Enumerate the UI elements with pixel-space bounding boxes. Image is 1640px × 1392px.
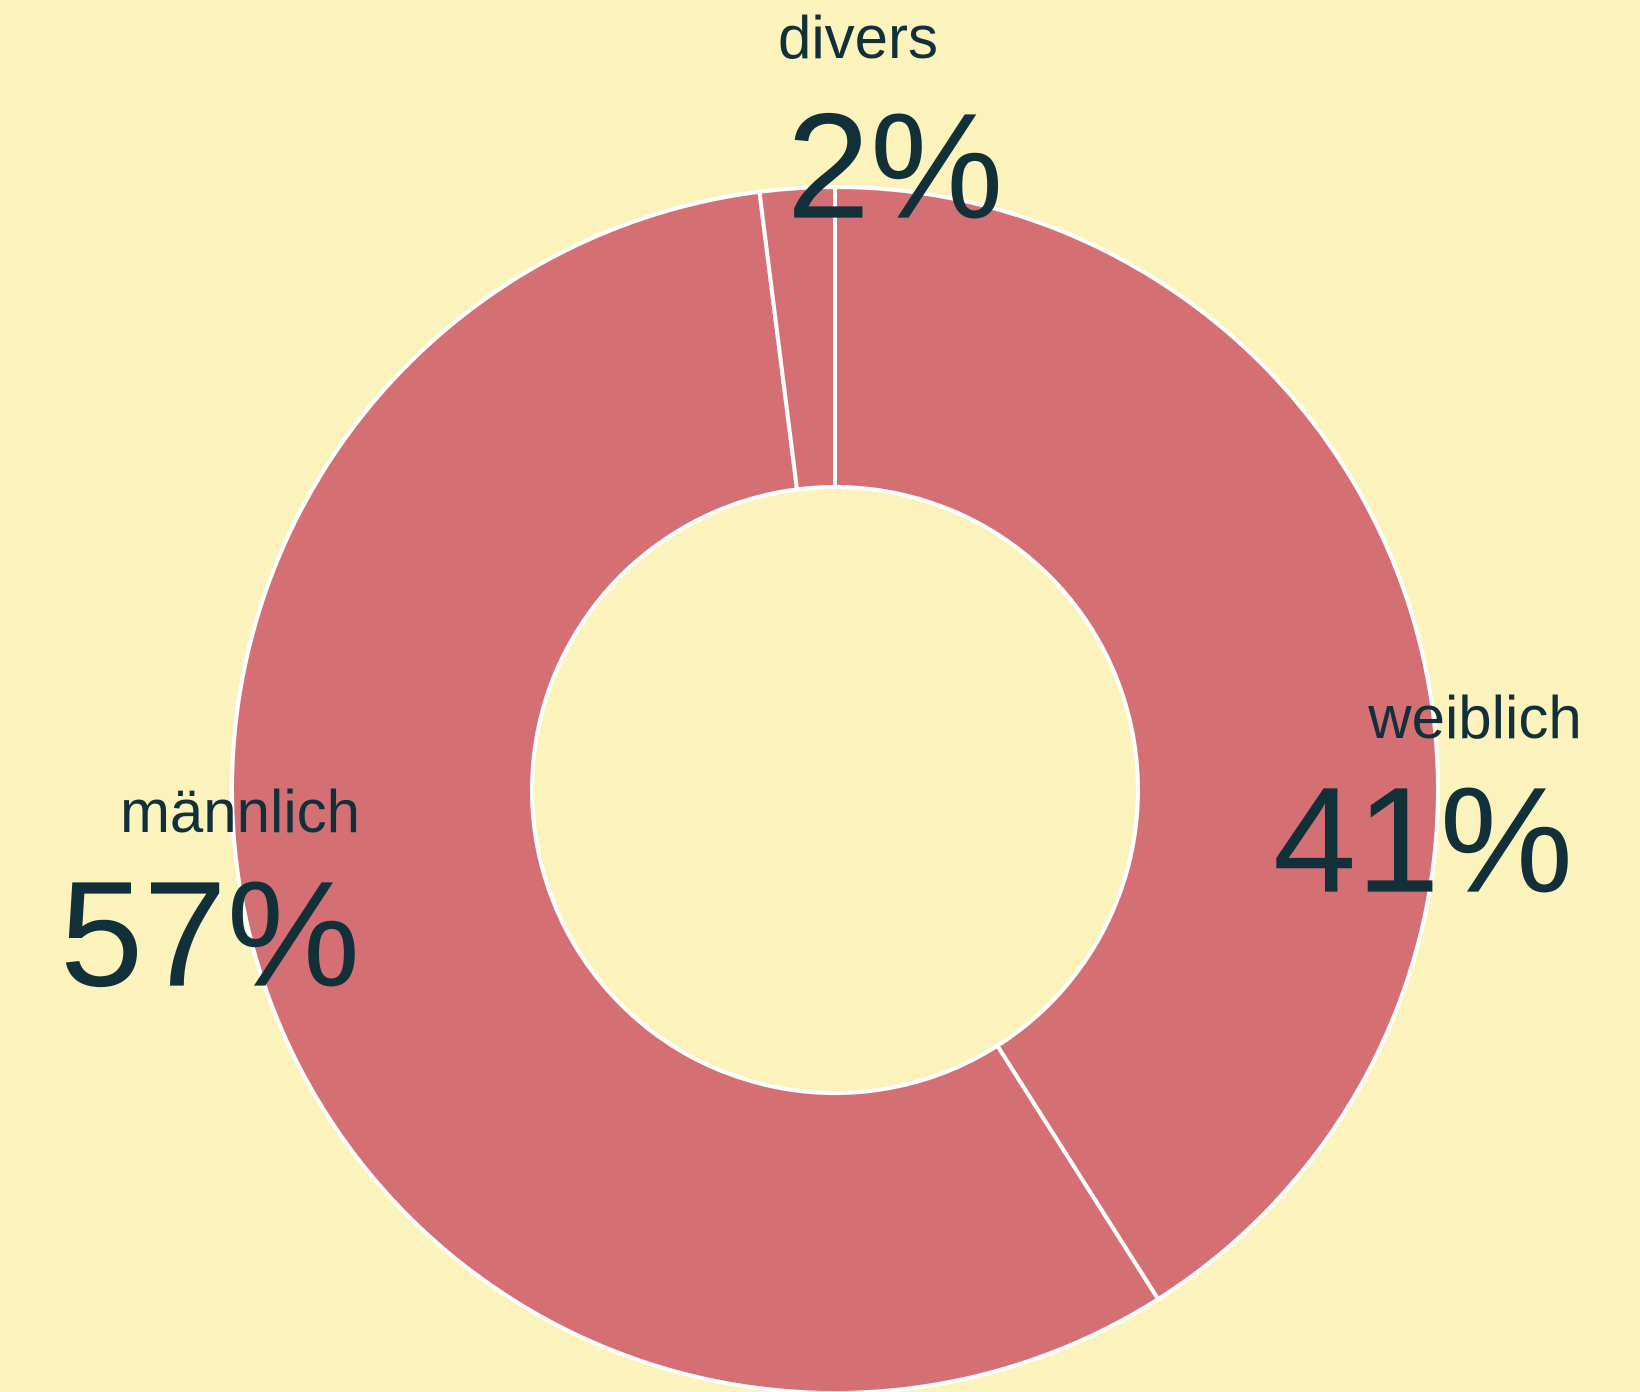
slice-label: divers — [778, 4, 938, 71]
slice — [757, 184, 837, 492]
slice — [230, 189, 1161, 1392]
slice-label: männlich — [120, 778, 360, 845]
slice — [833, 184, 1440, 1302]
value-label: 57% — [60, 850, 360, 1018]
slice-label: weiblich — [1367, 684, 1581, 751]
value-label: 41% — [1273, 756, 1573, 924]
value-label: 2% — [787, 82, 1004, 250]
